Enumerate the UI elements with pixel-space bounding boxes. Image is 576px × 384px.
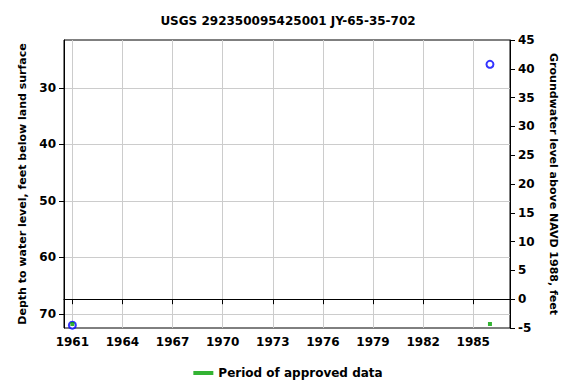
svg-text:Depth to water level, feet bel: Depth to water level, feet below land su… <box>16 43 29 324</box>
svg-text:5: 5 <box>518 263 526 277</box>
svg-text:45: 45 <box>518 33 535 47</box>
svg-text:10: 10 <box>518 235 535 249</box>
svg-text:60: 60 <box>39 250 56 264</box>
svg-text:1973: 1973 <box>256 335 289 349</box>
svg-text:40: 40 <box>39 137 56 151</box>
svg-text:USGS 292350095425001 JY-65-35-: USGS 292350095425001 JY-65-35-702 <box>160 14 415 28</box>
svg-text:1979: 1979 <box>356 335 389 349</box>
svg-text:20: 20 <box>518 177 535 191</box>
svg-text:Period of approved data: Period of approved data <box>218 366 382 380</box>
svg-text:70: 70 <box>39 307 56 321</box>
svg-text:1982: 1982 <box>406 335 439 349</box>
svg-text:1985: 1985 <box>457 335 490 349</box>
svg-text:40: 40 <box>518 62 535 76</box>
svg-text:30: 30 <box>518 119 535 133</box>
svg-text:1976: 1976 <box>306 335 339 349</box>
svg-text:0: 0 <box>518 292 526 306</box>
svg-text:Groundwater level above NAVD 1: Groundwater level above NAVD 1988, feet <box>547 53 560 315</box>
svg-text:15: 15 <box>518 206 535 220</box>
svg-text:1970: 1970 <box>206 335 239 349</box>
svg-text:30: 30 <box>39 81 56 95</box>
svg-text:1967: 1967 <box>156 335 189 349</box>
svg-text:-5: -5 <box>518 321 531 335</box>
svg-text:1961: 1961 <box>56 335 89 349</box>
svg-text:25: 25 <box>518 148 535 162</box>
svg-text:1964: 1964 <box>106 335 139 349</box>
svg-text:35: 35 <box>518 91 535 105</box>
svg-text:50: 50 <box>39 194 56 208</box>
